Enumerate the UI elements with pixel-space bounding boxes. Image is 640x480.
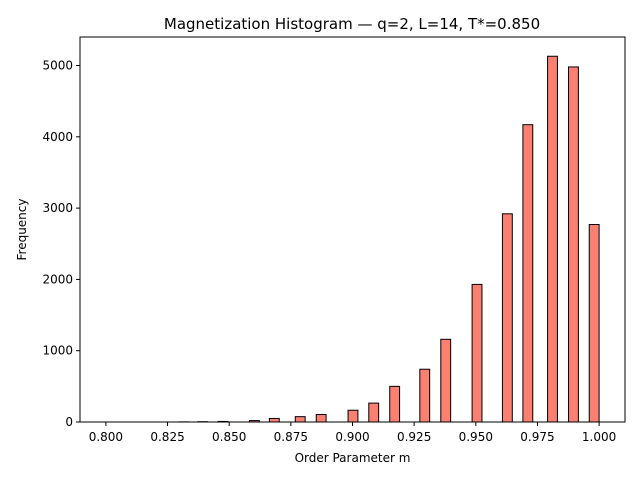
x-axis-ticks: 0.800 0.825 0.850 0.875 0.900 0.925 0.950 0.975… xyxy=(89,422,616,444)
x-tick-label: 0.850 xyxy=(212,430,246,444)
histogram-bar xyxy=(588,224,600,423)
x-tick-label: 0.925 xyxy=(397,430,431,444)
y-tick-label: 2000 xyxy=(42,272,73,286)
histogram-bar xyxy=(315,414,327,423)
histogram-bar xyxy=(471,283,483,423)
x-tick-label: 0.975 xyxy=(520,430,554,444)
y-tick-label: 5000 xyxy=(42,59,73,73)
x-tick-label: 0.875 xyxy=(274,430,308,444)
y-tick-label: 0 xyxy=(65,415,73,429)
histogram-bar xyxy=(294,416,306,423)
histogram-bar xyxy=(547,55,558,423)
x-tick-label: 0.800 xyxy=(89,430,123,444)
histogram-bar xyxy=(440,338,452,423)
y-tick-label: 1000 xyxy=(42,344,73,358)
plot-area-frame xyxy=(79,36,626,423)
y-axis-label: Frequency xyxy=(15,199,29,261)
histogram-bar xyxy=(522,124,534,423)
histogram-bar xyxy=(268,417,280,423)
histogram-bar xyxy=(501,213,513,423)
x-tick-label: 0.900 xyxy=(335,430,369,444)
histogram-bar xyxy=(368,402,380,423)
y-tick-label: 4000 xyxy=(42,130,73,144)
y-axis-ticks: 0 1000 2000 3000 4000 5000 xyxy=(42,59,80,429)
histogram-bar xyxy=(389,385,401,423)
histogram-bar xyxy=(568,66,579,423)
chart-title: Magnetization Histogram — q=2, L=14, T*=… xyxy=(164,15,540,33)
x-tick-label: 0.950 xyxy=(459,430,493,444)
bars-group xyxy=(178,55,600,423)
x-axis-label: Order Parameter m xyxy=(295,451,411,465)
histogram-bar xyxy=(347,409,359,423)
x-tick-label: 0.825 xyxy=(150,430,184,444)
x-tick-label: 1.000 xyxy=(582,430,616,444)
y-tick-label: 3000 xyxy=(42,201,73,215)
histogram-bar xyxy=(419,368,431,423)
